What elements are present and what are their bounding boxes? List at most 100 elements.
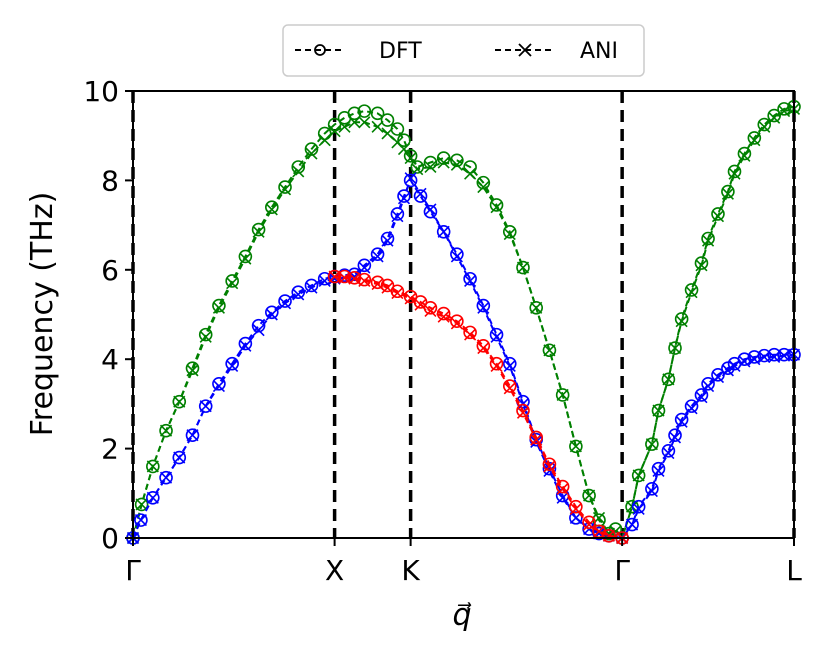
dft-point (370, 247, 385, 261)
ani-point (583, 489, 596, 502)
series-layer (126, 99, 801, 545)
legend: DFT ANI (282, 24, 645, 77)
ani-point (292, 288, 305, 301)
dft-point (674, 412, 689, 427)
dft-point (238, 336, 253, 351)
dft-point (489, 356, 504, 371)
ani-point (652, 404, 665, 417)
dft-point (668, 428, 682, 442)
dft-series-line (132, 178, 794, 540)
ani-point (199, 330, 212, 343)
ani-point (173, 395, 186, 408)
ani-point (778, 105, 791, 118)
ani-point (358, 274, 371, 288)
dft-point (651, 461, 666, 476)
ani-point (738, 355, 751, 368)
ani-point (748, 353, 761, 366)
ani-point (411, 163, 424, 176)
high-symmetry-lines (131, 91, 796, 538)
ani-point (728, 167, 741, 180)
dft-point (397, 133, 411, 147)
x-tick-label: K (401, 554, 420, 587)
dft-point (463, 271, 477, 286)
ani-point (414, 298, 427, 311)
ani-point (625, 518, 639, 531)
dft-point (625, 517, 639, 532)
ani-point (516, 261, 530, 274)
ani-point (721, 364, 734, 377)
legend-label-ani: ANI (580, 39, 618, 64)
dft-point (529, 430, 544, 445)
ani-point (358, 261, 371, 274)
y-tick-label: 8 (101, 164, 119, 197)
ani-point (226, 359, 239, 372)
dft-point (668, 341, 682, 355)
legend-entry-dft: DFT (295, 39, 422, 64)
ani-point (305, 147, 318, 160)
ani-point (278, 297, 292, 310)
ani-point (464, 328, 477, 341)
ani-point (645, 484, 658, 498)
dft-point (721, 184, 735, 199)
series-branch (126, 172, 801, 545)
ani-point (662, 373, 675, 386)
dft-point (645, 482, 659, 496)
ani-point (278, 183, 292, 196)
ani-point (728, 359, 741, 372)
dft-point (265, 305, 279, 320)
dft-point (380, 231, 395, 246)
dft-point (134, 497, 149, 512)
y-tick-label: 6 (101, 254, 119, 287)
dft-point (198, 399, 213, 413)
ani-point (226, 277, 239, 290)
dft-point (694, 256, 709, 270)
y-tick-label: 0 (101, 522, 119, 555)
legend-label-dft: DFT (379, 39, 422, 64)
ani-point (348, 272, 361, 285)
ani-point (252, 225, 265, 238)
dft-point (555, 388, 570, 402)
ani-point (464, 167, 477, 180)
ani-point (305, 281, 318, 294)
dft-point (631, 499, 646, 514)
ani-point (328, 125, 341, 138)
dft-point (631, 468, 646, 483)
ani-point (381, 127, 394, 140)
dft-point (489, 327, 504, 342)
dft-point (403, 149, 418, 163)
ani-point (675, 315, 688, 328)
ani-point (397, 192, 411, 205)
dft-point (476, 298, 491, 313)
ani-point (252, 324, 265, 337)
ani-point (592, 525, 606, 538)
dft-point (185, 428, 200, 442)
dft-point (436, 225, 451, 239)
dft-point (380, 113, 395, 127)
ani-series-line (132, 107, 795, 540)
dft-point (661, 444, 676, 458)
ani-point (424, 203, 437, 216)
ani-point (530, 301, 543, 314)
ani-point (685, 402, 698, 415)
dft-point (212, 376, 226, 391)
ani-point (543, 460, 556, 473)
ani-point (381, 281, 394, 294)
dft-point (410, 160, 425, 174)
ani-point (159, 471, 173, 484)
dft-point (582, 515, 596, 530)
ani-point (668, 431, 682, 444)
dft-point (569, 499, 583, 514)
dft-point (357, 104, 372, 118)
ani-point (503, 227, 516, 241)
dft-point (172, 450, 187, 465)
ani-point (738, 149, 751, 162)
dft-point (502, 356, 517, 371)
dft-point (674, 312, 689, 326)
dft-point (198, 327, 213, 342)
dft-point (661, 372, 676, 387)
ani-point (632, 469, 645, 482)
dft-point (390, 207, 405, 221)
dft-point (569, 439, 583, 454)
dft-point (555, 479, 570, 494)
ani-point (159, 424, 173, 437)
